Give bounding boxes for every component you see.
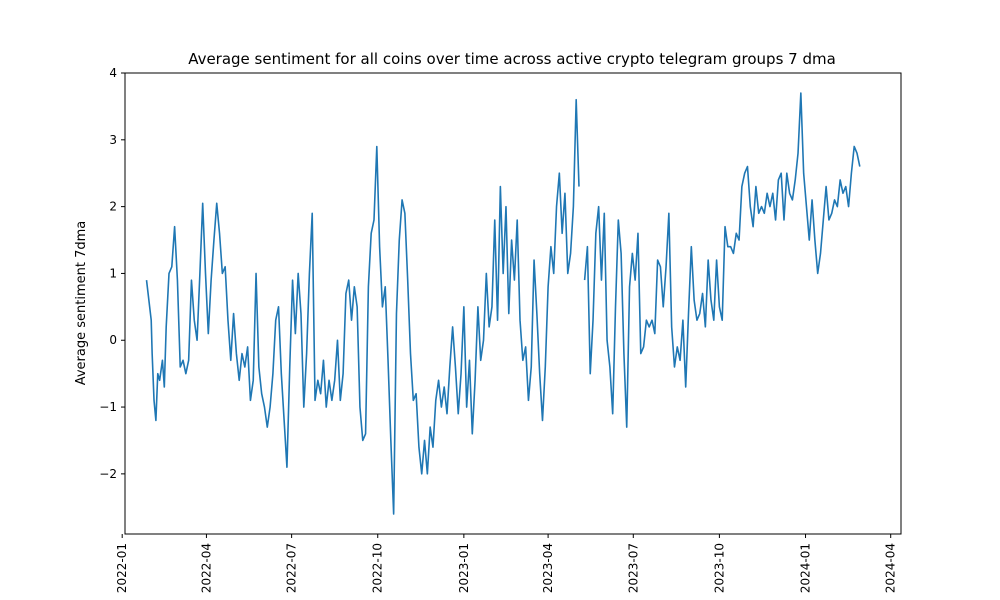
plot-frame bbox=[124, 72, 902, 535]
x-tick-label: 2023-10 bbox=[712, 543, 726, 593]
series-line bbox=[583, 92, 861, 428]
y-tick-label: 3 bbox=[109, 133, 117, 147]
y-axis: −2 −1 0 1 2 3 4 bbox=[99, 66, 125, 481]
x-tick-label: 2024-01 bbox=[799, 543, 813, 593]
series-layer bbox=[145, 92, 861, 515]
y-tick-label: 0 bbox=[109, 333, 117, 347]
series-line bbox=[145, 98, 580, 515]
y-axis-label: Average sentiment 7dma bbox=[74, 221, 89, 386]
x-tick-label: 2022-10 bbox=[371, 543, 385, 593]
y-tick-label: 4 bbox=[109, 66, 117, 80]
y-tick-label: 2 bbox=[109, 200, 117, 214]
y-tick-label: −1 bbox=[99, 400, 117, 414]
x-tick-label: 2022-01 bbox=[115, 543, 129, 593]
x-tick-label: 2023-04 bbox=[541, 543, 555, 593]
x-tick-label: 2024-04 bbox=[884, 543, 898, 593]
y-tick-label: −2 bbox=[99, 467, 117, 481]
x-tick-label: 2023-01 bbox=[457, 543, 471, 593]
x-tick-label: 2023-07 bbox=[626, 543, 640, 593]
x-tick-label: 2022-07 bbox=[285, 543, 299, 593]
x-axis: 2022-01 2022-04 2022-07 2022-10 2023-01 2023-… bbox=[115, 534, 898, 593]
x-tick-label: 2022-04 bbox=[199, 543, 213, 593]
chart-title: Average sentiment for all coins over tim… bbox=[188, 50, 836, 68]
y-tick-label: 1 bbox=[109, 266, 117, 280]
